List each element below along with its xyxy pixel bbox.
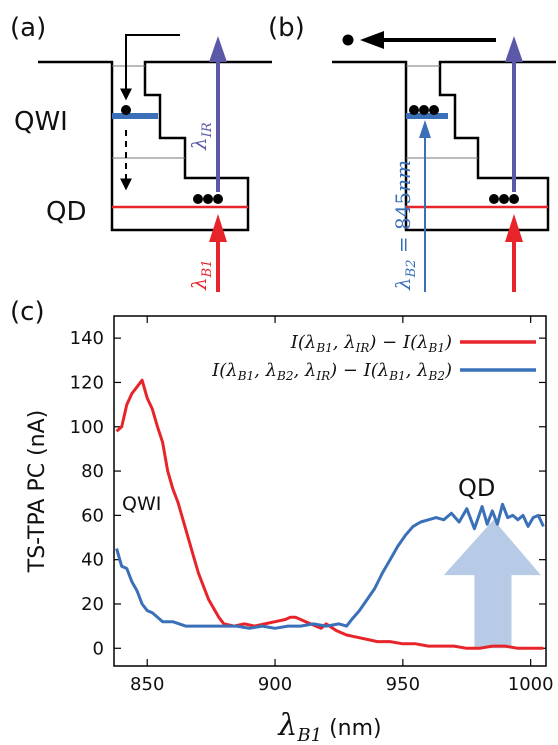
y-tick-label: 60 — [81, 505, 104, 526]
x-axis-label: λB1 (nm) — [277, 708, 381, 745]
panel-b-escape-arrowhead — [360, 31, 384, 49]
chart: 0 20 40 60 80 100 120 140 850 900 950 1000 TS-TPA PC… — [25, 315, 554, 745]
panel-b-electron — [409, 105, 419, 115]
y-tick-label: 0 — [93, 638, 104, 659]
panel-a-ir-arrowhead — [209, 36, 227, 62]
y-tick-label: 40 — [81, 550, 104, 571]
panel-b-b2-label: λB2 = 845nm — [391, 160, 419, 291]
x-tick-label: 850 — [130, 674, 164, 695]
y-tick-label: 120 — [70, 372, 104, 393]
y-tick-label: 140 — [70, 328, 104, 349]
panel-b-label: (b) — [268, 13, 305, 43]
y-tick-label: 80 — [81, 461, 104, 482]
panel-b-b2-arrowhead — [419, 120, 431, 138]
panel-a-electron — [213, 194, 223, 204]
panel-b-ir-arrowhead — [505, 36, 523, 62]
panel-a-b1-label: λB1 — [187, 259, 215, 291]
panel-a-ir-label: λIR — [187, 122, 215, 151]
panel-c-label: (c) — [10, 297, 45, 327]
series-line-blue — [115, 502, 545, 630]
panel-b-electron — [429, 105, 439, 115]
panel-c: (c) 0 20 40 60 80 100 120 140 850 900 950 1000 TS-TP… — [10, 297, 554, 745]
x-tick-label: 1000 — [508, 674, 554, 695]
plot-frame — [113, 315, 547, 667]
y-axis-label: TS-TPA PC (nA) — [25, 410, 50, 573]
panel-a-b1-arrowhead — [209, 214, 227, 242]
annotation-qwi: QWI — [122, 493, 161, 515]
panel-b-electron — [489, 194, 499, 204]
panel-a-electron — [203, 194, 213, 204]
y-tick-label: 100 — [70, 417, 104, 438]
panel-b-escaping-electron — [342, 34, 354, 46]
panel-b-electron — [419, 105, 429, 115]
panel-a-qd-label: QD — [46, 197, 87, 227]
panel-b-band-edge — [332, 60, 556, 232]
panel-a: (a) λIR λB1 QWI QD — [10, 13, 272, 292]
panel-b-b1-arrowhead — [505, 214, 523, 242]
x-tick-label: 900 — [258, 674, 292, 695]
panel-a-capture-arrow — [120, 34, 180, 101]
panel-b: (b) λB2 = 845nm — [268, 13, 556, 292]
annotation-qd: QD — [458, 474, 495, 502]
y-tick-label: 20 — [81, 594, 104, 615]
panel-b-electron — [509, 194, 519, 204]
panel-a-electron — [193, 194, 203, 204]
panel-b-electron — [499, 194, 509, 204]
panel-a-qwi-label: QWI — [14, 107, 68, 137]
legend-entry-label: I(λB1, λB2, λIR) − I(λB1, λB2) — [211, 360, 452, 383]
series-line-red — [115, 378, 544, 650]
qd-highlight-arrow — [443, 519, 541, 649]
panel-a-electron — [121, 105, 131, 115]
panel-a-label: (a) — [10, 13, 46, 43]
legend-entry-label: I(λB1, λIR) − I(λB1) — [290, 332, 452, 355]
x-tick-label: 950 — [386, 674, 420, 695]
